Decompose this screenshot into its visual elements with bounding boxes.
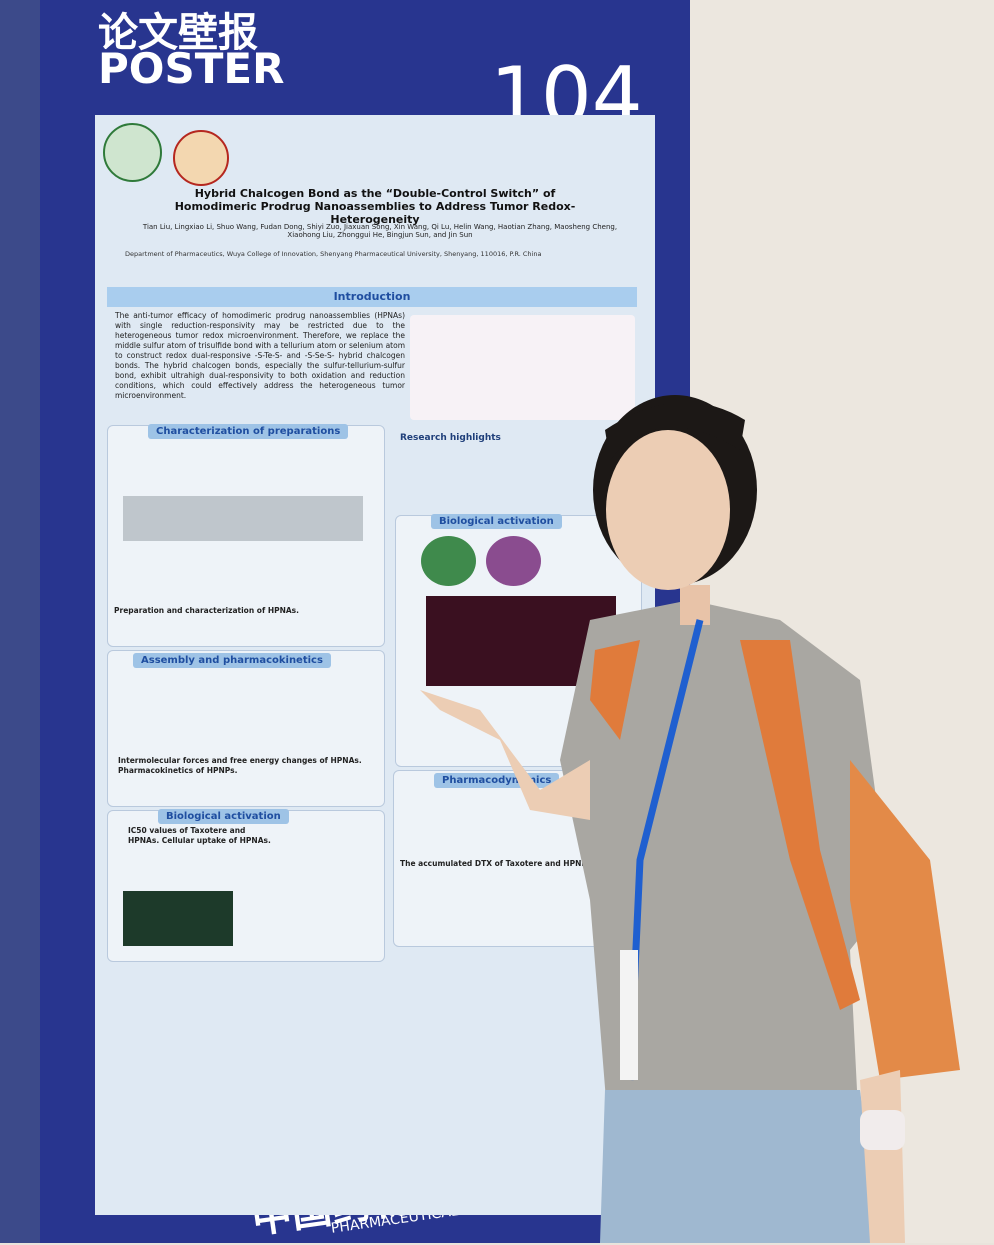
backpack — [850, 760, 960, 1080]
shirt — [560, 600, 890, 1150]
section-heading: Assembly and pharmacokinetics — [133, 653, 331, 668]
backpack-strap — [740, 640, 860, 1010]
watch — [860, 1110, 905, 1150]
figure — [123, 496, 363, 541]
hair — [605, 402, 745, 460]
figure — [123, 891, 233, 946]
jeans — [600, 1090, 880, 1243]
caption: Intermolecular forces and free energy ch… — [118, 756, 362, 775]
poster-title: Hybrid Chalcogen Bond as the “Double-Con… — [174, 187, 576, 226]
authors: Tian Liu, Lingxiao Li, Shuo Wang, Fudan … — [142, 223, 618, 239]
affiliation: Department of Pharmaceutics, Wuya Colleg… — [125, 250, 542, 258]
section-heading: Research highlights — [400, 433, 501, 443]
caption: IC50 values of Taxotere and HPNAs. Cellu… — [128, 826, 271, 845]
intro-text: The anti-tumor efficacy of homodimeric p… — [115, 311, 405, 400]
intro-figure — [410, 315, 635, 420]
poster-sheet: Hybrid Chalcogen Bond as the “Double-Con… — [95, 115, 655, 1215]
figure — [421, 536, 476, 586]
face — [606, 430, 730, 590]
board-title-en: POSTER — [98, 44, 285, 93]
figure — [486, 536, 541, 586]
section-heading: Biological activation — [431, 514, 562, 529]
panel: Biological activation IC50 values of Tax… — [107, 809, 385, 962]
neighbor-board — [0, 0, 40, 1243]
backpack-strap — [590, 640, 640, 740]
section-heading: Characterization of preparations — [148, 424, 349, 439]
logo — [103, 123, 162, 182]
badge — [620, 950, 638, 1080]
caption: Preparation and characterization of HPNA… — [114, 606, 299, 615]
logo — [173, 130, 229, 186]
section-heading: Biological activation — [158, 809, 289, 824]
panel: Assembly and pharmacokinetics Intermolec… — [107, 650, 385, 807]
section-heading: Introduction — [107, 287, 637, 307]
caption: The accumulated DTX of Taxotere and HPNP… — [400, 859, 592, 868]
board-title-cn: 论文壁报 — [98, 10, 258, 56]
arm — [420, 690, 590, 820]
neck — [680, 585, 710, 625]
panel: Characterization of preparations Prepara… — [107, 424, 385, 647]
